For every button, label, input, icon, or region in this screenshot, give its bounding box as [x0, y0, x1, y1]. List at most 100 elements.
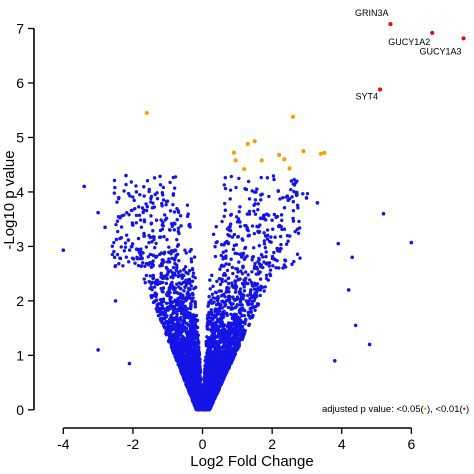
- nonsig-point: [271, 264, 275, 268]
- nonsig-point: [251, 284, 255, 288]
- nonsig-point: [159, 273, 164, 277]
- nonsig-point: [190, 291, 195, 296]
- nonsig-point: [220, 349, 224, 354]
- nonsig-point: [241, 334, 245, 339]
- nonsig-point: [280, 227, 284, 232]
- nonsig-point: [246, 273, 250, 277]
- nonsig-point: [227, 286, 231, 290]
- nonsig-point: [172, 221, 176, 225]
- nonsig-point: [172, 305, 177, 309]
- nonsig-point: [252, 299, 256, 303]
- nonsig-point: [151, 273, 155, 278]
- nonsig-point: [263, 285, 267, 289]
- nonsig-point: [181, 300, 186, 304]
- nonsig-point: [226, 336, 231, 341]
- nonsig-point: [260, 285, 265, 290]
- nonsig-point: [186, 355, 191, 360]
- nonsig-point: [253, 212, 258, 216]
- nonsig-point: [221, 338, 226, 342]
- nonsig-point: [217, 330, 221, 335]
- nonsig-point: [148, 286, 153, 290]
- nonsig-point: [204, 362, 208, 366]
- nonsig-point: [258, 277, 263, 281]
- nonsig-point: [206, 340, 210, 344]
- nonsig-point: [226, 276, 231, 280]
- nonsig-point: [273, 235, 277, 239]
- nonsig-point: [218, 282, 223, 287]
- nonsig-point: [262, 289, 266, 293]
- nonsig-point: [131, 195, 135, 199]
- nonsig-point: [213, 314, 217, 318]
- nonsig-point: [182, 362, 187, 366]
- nonsig-point: [250, 224, 255, 228]
- nonsig-point: [222, 292, 226, 297]
- nonsig-point: [182, 349, 186, 354]
- nonsig-point: [184, 298, 188, 303]
- nonsig-point: [167, 287, 171, 292]
- nonsig-point: [191, 296, 195, 300]
- nonsig-point: [211, 296, 215, 300]
- nonsig-point: [191, 271, 196, 275]
- nonsig-point: [158, 312, 163, 317]
- nonsig-point: [219, 329, 224, 333]
- nonsig-point: [167, 257, 171, 261]
- nonsig-point: [223, 334, 228, 338]
- nonsig-point: [226, 295, 231, 299]
- nonsig-point: [194, 333, 198, 338]
- nonsig-point: [190, 366, 194, 370]
- nonsig-point: [191, 322, 195, 327]
- nonsig-point: [233, 290, 238, 294]
- nonsig-point: [230, 284, 234, 288]
- nonsig-point: [243, 328, 247, 333]
- nonsig-point: [219, 253, 223, 258]
- nonsig-point: [161, 321, 165, 325]
- nonsig-point: [179, 287, 183, 291]
- nonsig-point: [236, 270, 240, 274]
- nonsig-point: [135, 257, 140, 261]
- nonsig-point: [154, 218, 159, 222]
- nonsig-point: [183, 338, 188, 342]
- nonsig-point: [240, 313, 244, 318]
- nonsig-point: [179, 357, 184, 362]
- nonsig-point: [225, 268, 230, 273]
- nonsig-point: [161, 312, 165, 316]
- nonsig-point: [224, 330, 228, 335]
- nonsig-point: [167, 336, 172, 341]
- nonsig-point: [234, 312, 238, 317]
- nonsig-point: [224, 344, 228, 348]
- nonsig-point: [228, 332, 233, 336]
- nonsig-point: [244, 317, 248, 322]
- nonsig-point: [284, 242, 289, 246]
- nonsig-point: [213, 335, 218, 340]
- nonsig-point: [214, 345, 218, 349]
- nonsig-point: [226, 305, 231, 310]
- nonsig-point: [239, 320, 243, 324]
- nonsig-point: [154, 307, 158, 311]
- nonsig-point: [132, 198, 136, 203]
- nonsig-point: [219, 289, 224, 293]
- nonsig-point: [174, 354, 179, 359]
- nonsig-point: [247, 209, 252, 213]
- nonsig-point: [272, 250, 276, 255]
- nonsig-point: [286, 239, 290, 243]
- nonsig-point: [219, 302, 223, 307]
- nonsig-point: [148, 252, 153, 257]
- nonsig-point: [305, 191, 310, 196]
- nonsig-point: [210, 301, 215, 305]
- nonsig-point: [190, 320, 194, 324]
- nonsig-point: [179, 361, 184, 366]
- nonsig-point: [233, 347, 237, 351]
- nonsig-point: [169, 221, 174, 226]
- nonsig-point: [148, 274, 152, 278]
- nonsig-point: [258, 270, 262, 274]
- nonsig-point: [248, 310, 252, 314]
- nonsig-point: [263, 245, 268, 250]
- nonsig-point: [221, 322, 225, 327]
- nonsig-point: [138, 218, 143, 222]
- nonsig-point: [254, 283, 258, 288]
- nonsig-point: [225, 360, 229, 364]
- nonsig-point: [161, 286, 166, 290]
- nonsig-point: [193, 305, 198, 309]
- nonsig-point: [229, 302, 234, 307]
- nonsig-point: [206, 375, 210, 379]
